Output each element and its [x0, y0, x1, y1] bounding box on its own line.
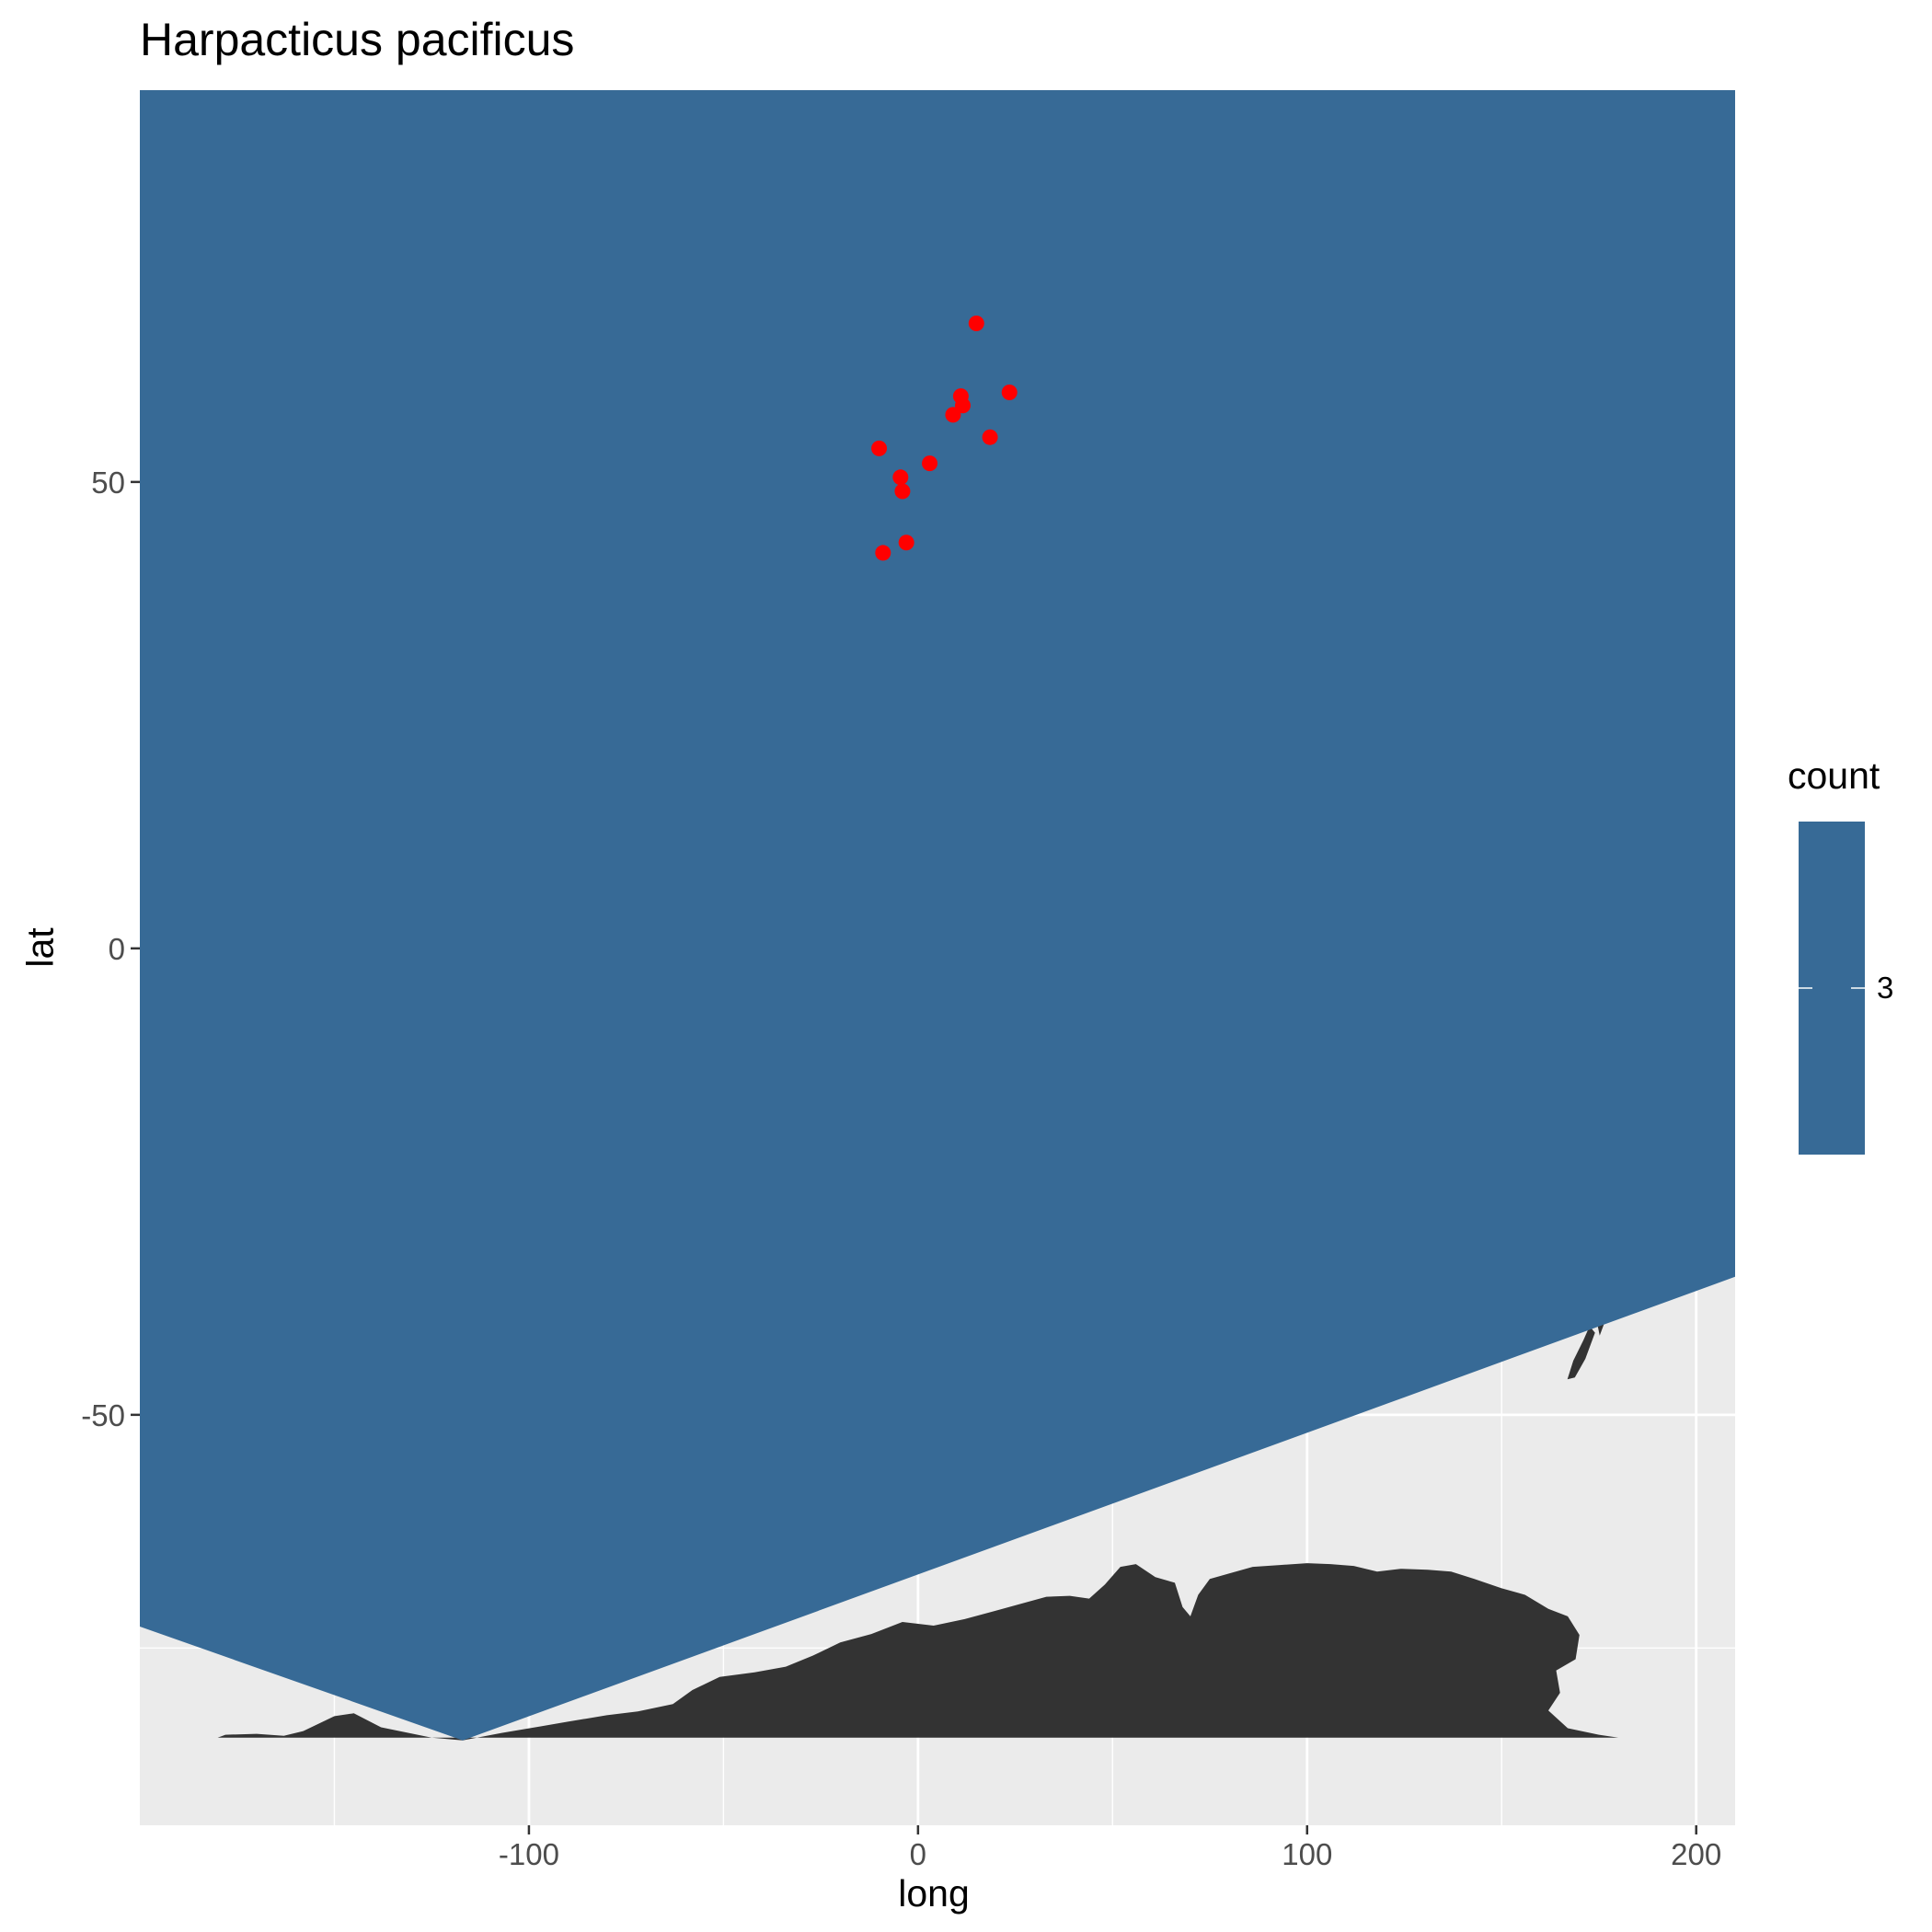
legend-colorbar: [1799, 822, 1865, 1155]
data-point: [871, 440, 888, 456]
data-point: [898, 535, 914, 551]
x-axis-ticks: -100 0 100 200: [499, 1825, 1721, 1871]
occurrence-points: [871, 315, 1018, 561]
antarctica-landmass: [217, 1563, 1619, 1741]
data-point: [945, 407, 961, 423]
data-point: [894, 483, 911, 500]
x-tick-label: 200: [1671, 1837, 1721, 1871]
legend-label: 3: [1877, 971, 1894, 1005]
y-tick-label: 50: [91, 466, 125, 500]
y-tick-label: 0: [109, 932, 125, 966]
y-axis-title: lat: [18, 927, 62, 968]
data-point: [954, 397, 971, 414]
data-point: [968, 315, 984, 331]
y-tick-label: -50: [81, 1398, 125, 1432]
island-landmass: [1567, 1326, 1595, 1380]
x-tick-label: 0: [910, 1837, 926, 1871]
x-axis-title: long: [898, 1872, 970, 1915]
x-tick-label: -100: [499, 1837, 559, 1871]
data-point: [1001, 385, 1018, 401]
data-point: [982, 429, 998, 445]
data-point: [922, 455, 938, 472]
count-fill-region: [140, 90, 1735, 1741]
chart-title: Harpacticus pacificus: [140, 14, 575, 65]
legend-title: count: [1788, 754, 1880, 797]
data-point: [892, 469, 909, 486]
data-point: [875, 545, 891, 561]
y-axis-ticks: -50 0 50: [81, 466, 140, 1432]
x-tick-label: 100: [1282, 1837, 1332, 1871]
